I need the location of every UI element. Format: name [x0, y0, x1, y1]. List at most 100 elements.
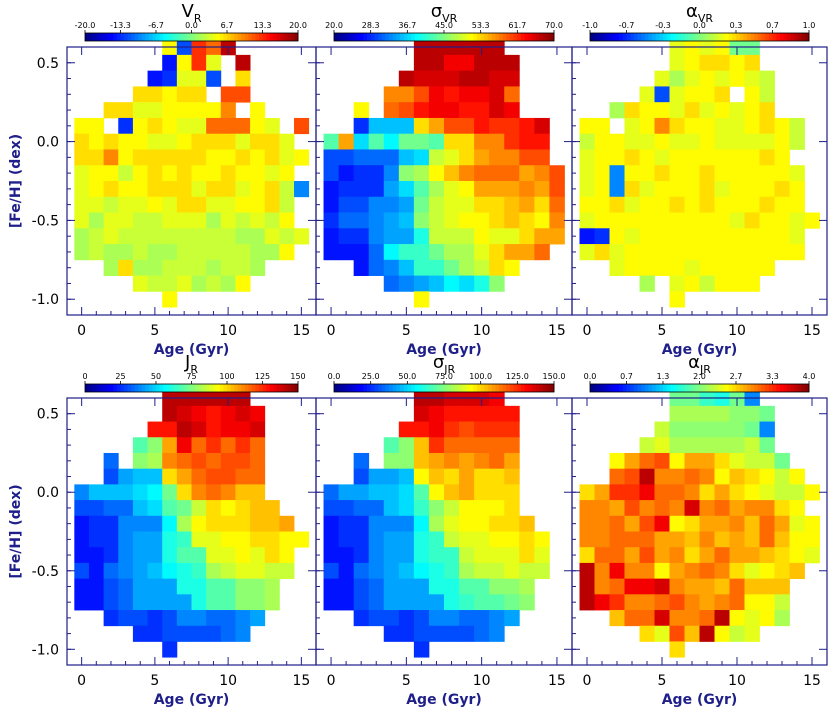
heatmap-cell — [368, 181, 385, 198]
heatmap-cell — [474, 452, 490, 470]
heatmap-cell — [654, 133, 670, 150]
heatmap-cell — [444, 610, 460, 627]
heatmap-cell — [191, 452, 207, 470]
heatmap-cell — [235, 228, 251, 245]
colorbar-segment — [666, 33, 671, 41]
heatmap-cell — [594, 228, 610, 245]
heatmap-cell — [206, 547, 222, 564]
colorbar-segment — [535, 33, 540, 41]
colorbar-segment — [447, 33, 452, 41]
heatmap-cell — [147, 244, 163, 261]
colorbar-segment — [608, 33, 613, 41]
heatmap-cell — [759, 484, 775, 501]
heatmap-cell — [639, 578, 655, 595]
heatmap-cell — [279, 181, 295, 198]
heatmap-cell — [235, 149, 251, 166]
heatmap-cell — [729, 484, 745, 501]
colorbar-tick-label: 100.0 — [469, 372, 492, 381]
heatmap-cell — [504, 196, 520, 213]
heatmap-cell — [774, 515, 790, 532]
heatmap-cell — [519, 228, 535, 245]
heatmap-cell — [699, 196, 715, 213]
colorbar-segment — [746, 384, 752, 392]
heatmap-cell — [684, 562, 700, 580]
heatmap-cell — [264, 117, 280, 135]
heatmap-cell — [162, 291, 178, 308]
heatmap-cell — [176, 196, 192, 213]
heatmap-cell — [444, 405, 460, 422]
y-axis-label: [Fe/H] (dex) — [8, 484, 24, 578]
colorbar-segment — [363, 384, 368, 392]
heatmap-cell — [235, 500, 251, 517]
heatmap-cell — [162, 165, 178, 182]
heatmap-cell — [459, 405, 475, 422]
heatmap-cell — [132, 228, 148, 245]
heatmap-cell — [413, 54, 430, 72]
heatmap-cell — [413, 86, 430, 103]
heatmap-cell — [744, 625, 760, 642]
heatmap-cell — [132, 515, 148, 532]
heatmap-cell — [744, 54, 760, 72]
colorbar-tick-label: 28.3 — [362, 21, 380, 30]
colorbar-tick-label: 0.0 — [584, 372, 597, 381]
colorbar-segment — [120, 384, 125, 392]
colorbar-segment — [451, 33, 456, 41]
heatmap-cell — [88, 181, 105, 198]
heatmap-cell — [413, 562, 430, 580]
colorbar-segment — [513, 33, 518, 41]
colorbar-segment — [779, 384, 784, 392]
heatmap-cell — [459, 452, 475, 470]
heatmap-cell — [162, 562, 178, 580]
colorbar-tick-label: 13.3 — [254, 21, 272, 30]
heatmap-cell — [235, 625, 251, 642]
heatmap-cell — [699, 437, 715, 454]
heatmap-cell — [323, 165, 339, 182]
heatmap-cell — [759, 531, 775, 548]
heatmap-cell — [103, 244, 119, 261]
colorbar-segment — [389, 33, 394, 41]
heatmap-cell — [220, 421, 236, 438]
colorbar-segment — [477, 33, 482, 41]
heatmap-cell — [428, 452, 445, 470]
heatmap-cell — [774, 547, 790, 564]
heatmap-cell — [699, 515, 715, 532]
heatmap-cell — [444, 133, 460, 150]
heatmap-cell — [609, 515, 625, 532]
heatmap-cell — [654, 484, 670, 501]
heatmap-cell — [103, 484, 119, 501]
heatmap-cell — [368, 212, 385, 229]
heatmap-cell — [489, 421, 505, 438]
heatmap-cell — [368, 228, 385, 245]
heatmap-cell — [353, 102, 370, 119]
heatmap-cell — [519, 515, 535, 532]
heatmap-cell — [398, 562, 415, 580]
colorbar-segment — [425, 33, 430, 41]
colorbar-segment — [113, 33, 118, 41]
heatmap-cell — [624, 547, 640, 564]
colorbar-segment — [429, 384, 434, 392]
heatmap-cell — [162, 594, 178, 611]
heatmap-cell — [669, 228, 685, 245]
heatmap-cell — [534, 149, 550, 166]
colorbar-segment — [352, 384, 357, 392]
heatmap-cell — [579, 149, 595, 166]
heatmap-cell — [368, 165, 385, 182]
colorbar-segment — [266, 384, 271, 392]
panel-title: σVR — [431, 1, 458, 25]
heatmap-cell — [191, 562, 207, 580]
heatmap-cell — [176, 500, 192, 517]
colorbar-segment — [411, 384, 416, 392]
colorbar-segment — [283, 384, 288, 392]
heatmap-cell — [250, 531, 266, 548]
heatmap-cell — [669, 405, 685, 422]
colorbar-segment — [241, 33, 246, 41]
colorbar-segment — [85, 33, 90, 41]
colorbar-segment — [732, 33, 737, 41]
heatmap-cell — [444, 531, 460, 548]
heatmap-cell — [264, 562, 280, 580]
heatmap-cell — [444, 212, 460, 229]
colorbar-segment — [805, 33, 810, 41]
heatmap-cell — [191, 421, 207, 438]
heatmap-cell — [132, 500, 148, 517]
colorbar-segment — [641, 33, 646, 41]
